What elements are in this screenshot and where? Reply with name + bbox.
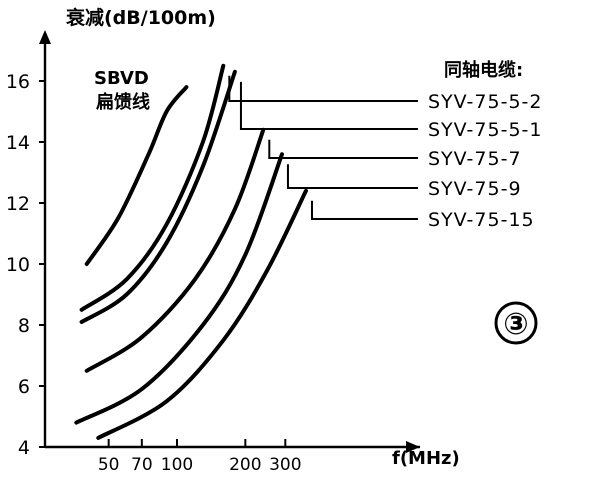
series-label: SYV-75-9 [428,178,522,200]
series-label: SYV-75-5-2 [428,91,542,113]
figure-number: ③ [503,307,528,342]
y-tick-label: 12 [6,193,30,215]
sbvd-annotation-line2: 扁馈线 [96,91,150,113]
series-curve [79,69,237,324]
x-tick-label: 50 [98,455,120,475]
series-leader-line [310,200,418,220]
series-label: SYV-75-5-1 [428,119,542,141]
series-leader-line [239,81,418,130]
x-axis-label: f(MHz) [392,448,460,469]
y-axis-label: 衰减(dB/100m) [65,6,216,29]
x-tick-label: 200 [229,455,261,475]
y-axis-arrow-icon [39,30,51,44]
x-tick-label: 100 [161,455,193,475]
y-tick-label: 10 [6,254,30,276]
legend-title: 同轴电缆: [444,59,523,81]
series-leader-line [268,139,418,159]
y-tick-label: 8 [18,315,30,337]
x-tick-label: 300 [269,455,301,475]
series-leader-line [228,75,418,102]
y-axis-ticks: 4 6 8 10 12 14 16 [6,71,45,459]
x-tick-label: 70 [131,455,153,475]
x-axis-ticks: 50 70 100 200 300 [98,439,302,475]
series-curve [79,63,226,312]
series-curves [74,63,308,440]
series-leader-lines: SYV-75-5-2 SYV-75-5-1 SYV-75-7 SYV-75-9 SYV-… [228,75,542,231]
series-label: SYV-75-7 [428,148,522,170]
sbvd-annotation-line1: SBVD [94,68,149,89]
y-tick-label: 16 [6,71,30,93]
y-tick-label: 4 [18,437,30,459]
series-curve [84,85,189,266]
y-tick-label: 14 [6,132,30,154]
series-curve [96,188,308,440]
axes [39,30,420,453]
series-leader-line [286,164,418,189]
y-tick-label: 6 [18,376,30,398]
figure-number-badge: ③ [494,301,538,345]
series-label: SYV-75-15 [428,209,535,231]
series-curve [74,152,284,425]
x-axis-arrow-icon [406,441,420,453]
series-curve [84,127,266,373]
figure-number-circle [494,301,538,345]
